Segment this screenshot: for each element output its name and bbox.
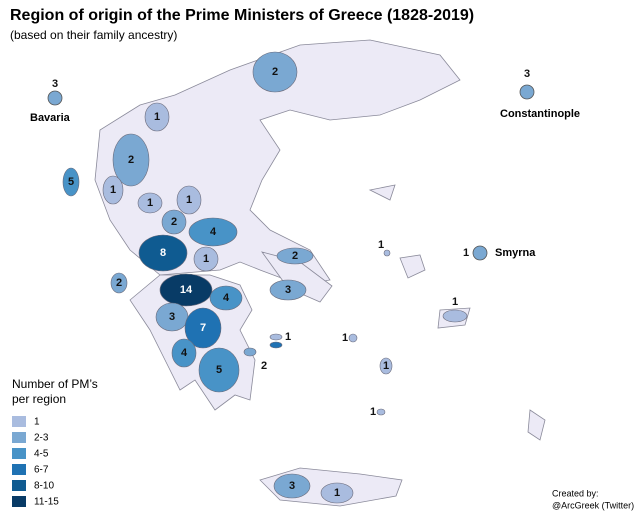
region-count: 1: [147, 197, 153, 209]
legend-swatch: [12, 464, 26, 475]
origin-count: 3: [52, 78, 58, 90]
region: [144, 102, 170, 132]
region: [193, 246, 219, 272]
region: [383, 249, 391, 257]
region-count: 5: [68, 176, 74, 188]
region-count: 1: [452, 296, 458, 308]
legend-swatch: [12, 416, 26, 427]
legend-label: 8-10: [34, 481, 54, 492]
credit: @ArcGreek (Twitter): [552, 500, 634, 510]
region-count: 7: [200, 322, 206, 334]
credit: Created by:: [552, 488, 599, 498]
origin-marker: [519, 84, 535, 100]
legend-label: 2-3: [34, 433, 49, 444]
region-count: 3: [169, 311, 175, 323]
region-count: 8: [160, 247, 166, 259]
region-count: 2: [272, 66, 278, 78]
region: [110, 272, 128, 294]
region-count: 4: [223, 292, 230, 304]
rhodes: [527, 409, 546, 441]
region: [176, 185, 202, 215]
region-count: 2: [171, 216, 177, 228]
origin-name: Bavaria: [30, 112, 71, 124]
legend-title: Number of PM’s per region: [12, 377, 98, 406]
region: [102, 175, 124, 205]
region: [138, 234, 188, 272]
region: [209, 285, 243, 311]
legend-swatch: [12, 448, 26, 459]
legend-label: 6-7: [34, 465, 49, 476]
region: [243, 347, 257, 357]
regions: [62, 51, 468, 504]
origin-marker: [47, 90, 63, 106]
legend-swatch: [12, 480, 26, 491]
legend-label: 4-5: [34, 449, 49, 460]
region-count: 1: [110, 184, 116, 196]
subtitle: (based on their family ancestry): [10, 28, 177, 42]
region: [320, 482, 354, 504]
region-count: 4: [181, 347, 188, 359]
region: [198, 347, 240, 393]
region-count: 4: [210, 226, 217, 238]
region-count: 2: [116, 277, 122, 289]
region: [252, 51, 298, 93]
region: [171, 338, 197, 368]
origin-name: Smyrna: [495, 247, 536, 259]
region: [188, 217, 238, 247]
legend-swatch: [12, 496, 26, 507]
island: [368, 184, 396, 201]
legend-swatch: [12, 432, 26, 443]
region-count: 2: [261, 360, 267, 372]
origin-count: 1: [463, 247, 469, 259]
region-count: 1: [378, 239, 384, 251]
region-count: 3: [289, 480, 295, 492]
region: [276, 247, 314, 265]
region: [159, 273, 213, 307]
origin-marker: [472, 245, 488, 261]
region-count: 1: [334, 487, 340, 499]
region-count: 2: [292, 250, 298, 262]
region: [269, 341, 283, 349]
legend-label: 11-15: [34, 497, 59, 508]
region: [112, 133, 150, 187]
region-count: 1: [186, 194, 192, 206]
region-count: 3: [285, 284, 291, 296]
region: [269, 279, 307, 301]
region: [62, 167, 80, 197]
region: [184, 307, 222, 349]
region-count: 1: [285, 331, 291, 343]
title: Region of origin of the Prime Ministers …: [10, 7, 474, 24]
origin-count: 3: [524, 68, 530, 80]
legend-label: 1: [34, 417, 40, 428]
origin-name: Constantinople: [500, 108, 580, 120]
region-count: 14: [180, 284, 193, 296]
mainland: [94, 39, 461, 286]
region: [273, 473, 311, 499]
region: [379, 357, 393, 375]
region-count: 5: [216, 364, 222, 376]
region-count: 1: [383, 360, 389, 372]
region-count: 2: [128, 154, 134, 166]
region-count: 1: [203, 253, 209, 265]
region: [137, 192, 163, 214]
region: [348, 333, 358, 343]
region-count: 1: [154, 111, 160, 123]
region: [269, 333, 283, 341]
region: [376, 408, 386, 416]
region: [442, 309, 468, 323]
region-count: 1: [342, 332, 348, 344]
region-count: 1: [370, 406, 376, 418]
region: [161, 209, 187, 235]
lesbos: [399, 254, 426, 279]
region-count: 6: [285, 347, 291, 359]
